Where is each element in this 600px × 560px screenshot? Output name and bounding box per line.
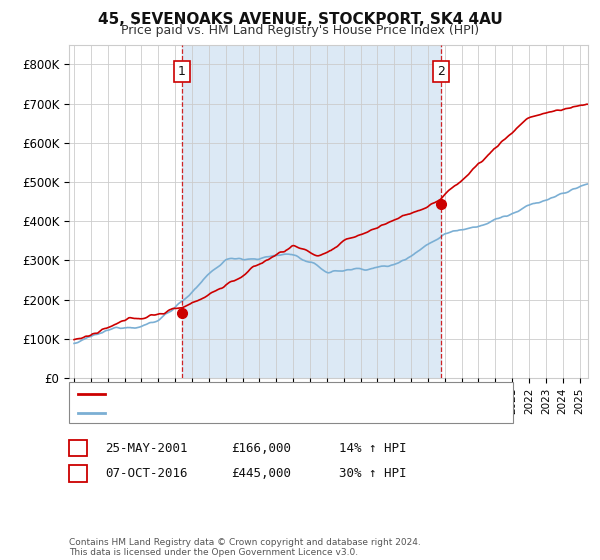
Text: £166,000: £166,000 [231, 441, 291, 455]
Text: HPI: Average price, detached house, Stockport: HPI: Average price, detached house, Stoc… [111, 408, 371, 418]
Text: 30% ↑ HPI: 30% ↑ HPI [339, 466, 407, 480]
Text: 14% ↑ HPI: 14% ↑ HPI [339, 441, 407, 455]
Text: Price paid vs. HM Land Registry's House Price Index (HPI): Price paid vs. HM Land Registry's House … [121, 24, 479, 37]
Text: Contains HM Land Registry data © Crown copyright and database right 2024.
This d: Contains HM Land Registry data © Crown c… [69, 538, 421, 557]
Bar [182, 45, 441, 378]
Text: 45, SEVENOAKS AVENUE, STOCKPORT, SK4 4AU (detached house): 45, SEVENOAKS AVENUE, STOCKPORT, SK4 4AU… [111, 389, 479, 399]
Text: 45, SEVENOAKS AVENUE, STOCKPORT, SK4 4AU: 45, SEVENOAKS AVENUE, STOCKPORT, SK4 4AU [98, 12, 502, 27]
Text: 1: 1 [178, 65, 186, 78]
Text: 2: 2 [437, 65, 445, 78]
Text: 25-MAY-2001: 25-MAY-2001 [105, 441, 187, 455]
Text: £445,000: £445,000 [231, 466, 291, 480]
Text: 07-OCT-2016: 07-OCT-2016 [105, 466, 187, 480]
Text: 1: 1 [74, 441, 82, 455]
Text: 2: 2 [74, 466, 82, 480]
